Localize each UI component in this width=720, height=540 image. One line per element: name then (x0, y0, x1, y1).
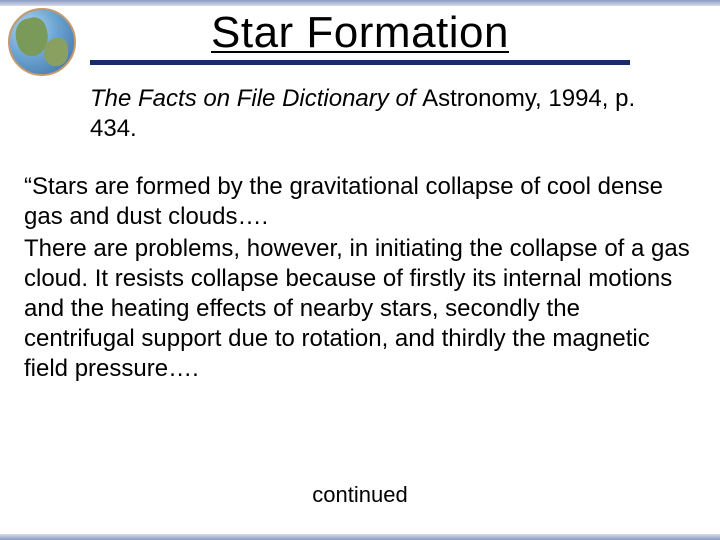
globe-icon (8, 8, 76, 76)
citation-italic: The Facts on File Dictionary of (90, 85, 422, 112)
body-paragraph-2: There are problems, however, in initiati… (24, 234, 696, 384)
body-text: “Stars are formed by the gravitational c… (24, 172, 696, 386)
continued-label: continued (0, 482, 720, 508)
slide-title: Star Formation (90, 8, 630, 58)
top-accent-bar (0, 0, 720, 6)
body-paragraph-1: “Stars are formed by the gravitational c… (24, 172, 696, 232)
title-underline-rule (90, 60, 630, 65)
title-block: Star Formation (90, 8, 630, 65)
citation: The Facts on File Dictionary of Astronom… (90, 84, 660, 144)
bottom-accent-bar (0, 534, 720, 540)
